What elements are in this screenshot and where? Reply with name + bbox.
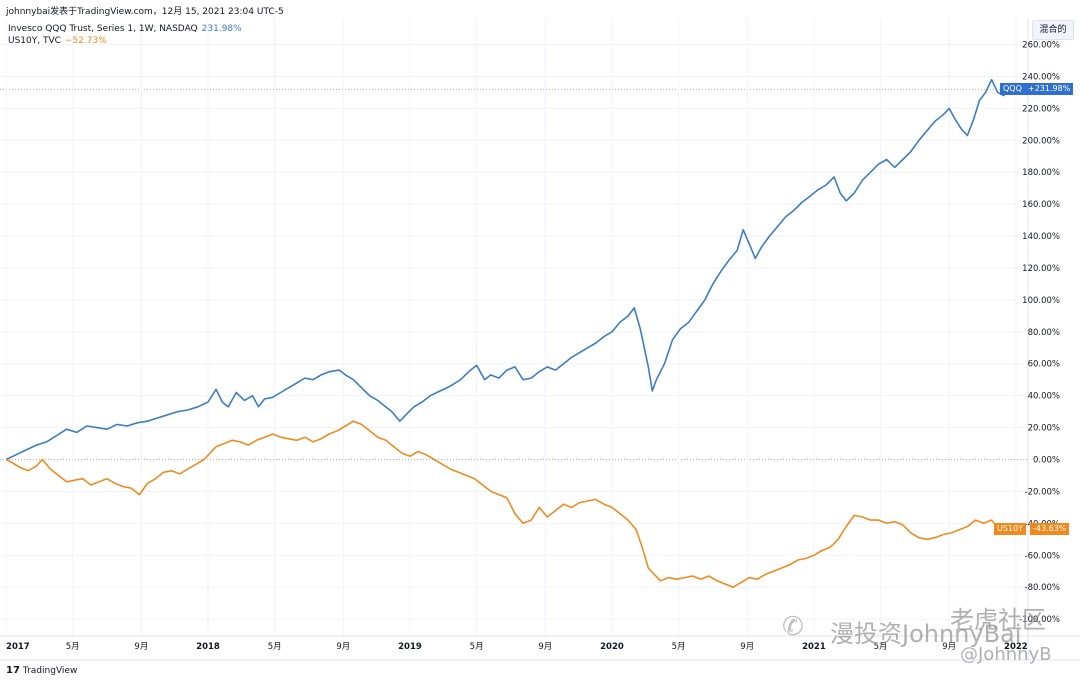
y-tick-label: -100.00% — [1019, 615, 1060, 625]
chart-grid — [0, 18, 1028, 636]
tradingview-logo-icon: 17 — [6, 665, 20, 676]
y-tick-label: -80.00% — [1025, 583, 1060, 593]
x-tick-label: 2021 — [802, 642, 826, 652]
y-tick-label: 40.00% — [1028, 392, 1060, 402]
y-tick-label: 240.00% — [1022, 72, 1060, 82]
x-tick-label: 9月 — [538, 642, 552, 652]
y-tick-label: 220.00% — [1022, 104, 1060, 114]
x-tick-label: 5月 — [672, 642, 686, 652]
legend-us10y[interactable]: US10Y, TVC −52.73% — [8, 36, 107, 46]
legend-qqq-value: 231.98% — [201, 24, 242, 34]
axis-separators — [0, 18, 1080, 661]
x-tick-label: 9月 — [336, 642, 350, 652]
series-line-qqq — [5, 78, 1009, 461]
y-axis: 260.00% 240.00% 220.00% 200.00% 180.00% 160.0… — [1019, 41, 1060, 626]
watermark-text: 漫投资JohnnyBai — [830, 620, 1022, 648]
tradingview-footer[interactable]: 17 TradingView — [6, 665, 77, 676]
x-tick-label: 9月 — [942, 642, 956, 652]
y-tick-label: 160.00% — [1022, 200, 1060, 210]
y-tick-label: 260.00% — [1022, 41, 1060, 51]
x-tick-label: 9月 — [740, 642, 754, 652]
x-tick-label: 2022 — [1004, 642, 1028, 652]
x-tick-label: 5月 — [66, 642, 80, 652]
x-tick-label: 9月 — [134, 642, 148, 652]
x-tick-label: 5月 — [874, 642, 888, 652]
x-tick-label: 2018 — [196, 642, 220, 652]
y-tick-label: -60.00% — [1025, 551, 1060, 561]
qqq-value-tag: +231.98% — [1025, 83, 1074, 96]
y-tick-label: 100.00% — [1022, 296, 1060, 306]
x-tick-label: 5月 — [470, 642, 484, 652]
us10y-value-tag: -43.63% — [1030, 523, 1070, 536]
chart-attribution: johnnybai发表于TradingView.com，12月 15, 2021… — [6, 7, 284, 17]
legend-us10y-value: −52.73% — [64, 36, 107, 46]
qqq-symbol-tag: QQQ — [1000, 83, 1025, 96]
legend-qqq[interactable]: Invesco QQQ Trust, Series 1, 1W, NASDAQ 2… — [8, 24, 242, 34]
x-tick-label: 2019 — [398, 642, 422, 652]
us10y-symbol-tag: US10Y — [994, 523, 1026, 536]
y-tick-label: 200.00% — [1022, 136, 1060, 146]
x-tick-label: 2020 — [600, 642, 624, 652]
y-tick-label: 120.00% — [1022, 264, 1060, 274]
x-tick-label: 5月 — [268, 642, 282, 652]
y-tick-label: 20.00% — [1028, 424, 1060, 434]
scale-mode-button[interactable]: 混合的 — [1032, 20, 1074, 40]
y-tick-label: 180.00% — [1022, 168, 1060, 178]
series-lines — [5, 78, 1009, 588]
tradingview-brand: TradingView — [22, 665, 78, 676]
series-line-us10y — [5, 420, 1009, 588]
y-tick-label: 140.00% — [1022, 232, 1060, 242]
x-axis: 2017 5月 9月 2018 5月 9月 2019 5月 9月 2020 5月 9月 2021 5月 9月… — [6, 642, 1028, 652]
x-tick-label: 2017 — [6, 642, 30, 652]
wechat-icon: ✆ — [782, 612, 804, 642]
watermark-community: 老虎社区 — [950, 606, 1046, 634]
y-tick-label: 80.00% — [1028, 328, 1060, 338]
y-tick-label: -20.00% — [1025, 487, 1060, 497]
legend-qqq-name: Invesco QQQ Trust, Series 1, 1W, NASDAQ — [8, 24, 198, 34]
legend-us10y-name: US10Y, TVC — [8, 36, 61, 46]
watermark-handle: @JohnnyB — [960, 644, 1052, 665]
y-tick-label: 0.00% — [1033, 456, 1060, 466]
y-tick-label: 60.00% — [1028, 360, 1060, 370]
